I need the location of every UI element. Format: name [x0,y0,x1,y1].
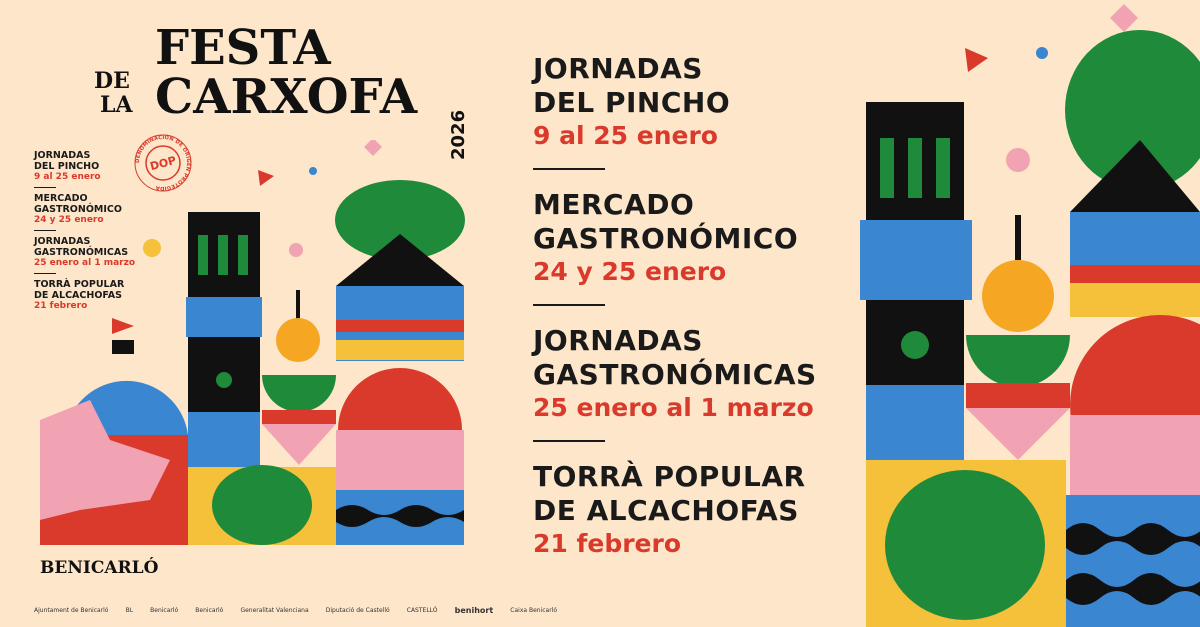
event-item: Jornadas del Pincho 9 al 25 enero [533,52,731,150]
title-la: LA [100,92,133,118]
town-name: BENICARLÓ [40,558,159,578]
sponsor-logo: Benicarló [195,607,224,614]
sponsor-logos: Ajuntament de Benicarló BL Benicarló Ben… [34,600,569,619]
pink-star [1006,148,1030,172]
divider [533,304,605,306]
event-item: Mercado Gastronómico 24 y 25 enero [34,193,122,225]
sponsor-logo: benihort [454,606,494,615]
house-roof [336,234,464,286]
poster-illustration [40,140,465,545]
sponsor-logo: BL [125,607,134,614]
hand [40,400,170,520]
red-triangle [965,48,988,72]
divider [34,187,56,188]
divider [34,273,56,274]
event-item: Jornadas Gastronómicas 25 enero al 1 marzo [34,236,136,268]
orange-ball [982,260,1054,332]
right-illustration [860,4,1200,627]
yellow-dot [143,239,161,257]
event-item: Jornadas Gastronómicas 25 enero al 1 marzo [533,324,817,422]
blue-dot [309,167,317,175]
artichoke-top [1065,30,1200,190]
event-item: Torrà popular de alcachofas 21 febrero [34,279,125,311]
pink-diamond [1110,4,1138,32]
red-triangle [258,170,274,186]
event-item: Jornadas del Pincho 9 al 25 enero [34,150,101,182]
artichoke [885,470,1045,620]
artichoke [212,465,312,545]
title-de: DE [94,68,130,94]
divider [533,168,605,170]
sponsor-logo: Ajuntament de Benicarló [34,607,109,614]
dop-seal: DENOMINACIÓN DE ORIGEN PROTEGIDA DOP [134,134,192,192]
sponsor-logo: Diputació de Castelló [325,607,390,614]
pink-star [289,243,303,257]
sponsor-logo: Generalitat Valenciana [240,607,309,614]
sponsor-logo: CASTELLÓ [406,607,438,614]
event-list: Jornadas del Pincho 9 al 25 enero Mercado G… [533,52,817,560]
blue-dot [1036,47,1048,59]
sponsor-logo: Caixa Benicarló [510,607,558,614]
title-festa: FESTA [155,20,331,76]
sponsor-logo: Benicarló [150,607,179,614]
pink-diamond [364,140,382,156]
house-roof [1070,140,1200,212]
small-event-list: Jornadas del Pincho 9 al 25 enero Mercado G… [34,150,135,312]
divider [533,440,605,442]
event-item: Mercado Gastronómico 24 y 25 enero [533,188,799,286]
title-carxofa: CARXOFA [155,69,418,125]
divider [34,230,56,231]
event-item: Torrà popular de alcachofas 21 febrero [533,460,806,558]
